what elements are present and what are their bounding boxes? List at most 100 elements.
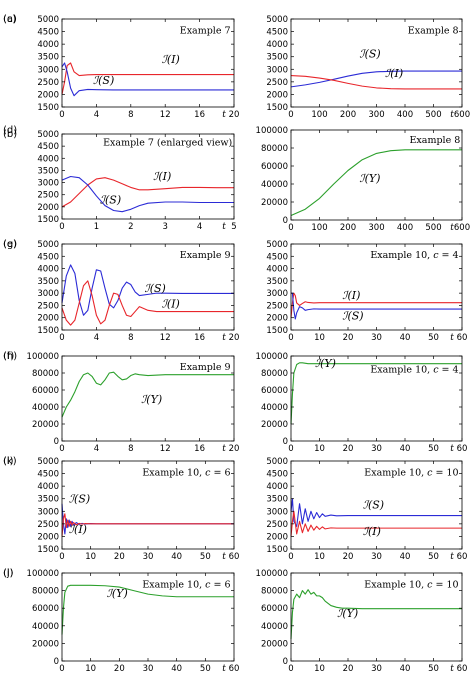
y-tick-label: 20000 — [32, 420, 59, 430]
y-tick-label: 1500 — [266, 326, 288, 336]
y-tick-label: 0 — [54, 437, 59, 447]
x-axis-label: t — [450, 664, 454, 674]
x-tick-label: 12 — [160, 444, 171, 454]
y-tick-label: 4500 — [266, 28, 288, 38]
x-tick-label: 400 — [397, 110, 413, 120]
x-tick-label: 10 — [85, 664, 96, 674]
panel-label: (d) — [3, 125, 17, 136]
series-annotation: ℐ(Y) — [359, 172, 380, 185]
x-tick-label: 30 — [143, 664, 154, 674]
y-tick-label: 4500 — [266, 470, 288, 480]
x-tick-label: 8 — [128, 333, 133, 343]
x-tick-label: 20 — [343, 444, 354, 454]
x-tick-label: 20 — [229, 333, 240, 343]
x-tick-label: 20 — [114, 664, 125, 674]
y-tick-label: 20000 — [32, 639, 59, 649]
y-tick-label: 100000 — [256, 569, 288, 579]
y-tick-label: 4000 — [37, 154, 59, 164]
y-tick-label: 20000 — [261, 420, 288, 430]
x-tick-label: 60 — [457, 664, 468, 674]
x-tick-label: 30 — [371, 333, 382, 343]
y-tick-label: 0 — [54, 657, 59, 667]
x-tick-label: 16 — [194, 333, 205, 343]
y-tick-label: 0 — [283, 437, 288, 447]
panel-k: (k) 1500 2000 2500 3000 3500 4000 4500 5000 0 10 20… — [3, 456, 467, 562]
x-tick-label: 1 — [94, 222, 99, 232]
series-line-ii — [290, 292, 462, 318]
y-tick-label: 1500 — [37, 215, 59, 225]
y-tick-label: 80000 — [32, 369, 59, 379]
x-axis-label: t — [222, 110, 226, 120]
y-tick-label: 80000 — [261, 587, 288, 597]
x-tick-label: 5 — [231, 222, 236, 232]
series-line-ii — [290, 510, 462, 537]
series-line-ii — [290, 75, 462, 90]
x-tick-label: 16 — [194, 110, 205, 120]
x-tick-label: 50 — [428, 333, 439, 343]
x-tick-label: 0 — [59, 552, 64, 562]
y-tick-label: 5000 — [37, 240, 59, 250]
y-tick-label: 2500 — [266, 520, 288, 530]
x-tick-label: 20 — [343, 552, 354, 562]
x-tick-label: 20 — [114, 552, 125, 562]
x-axis-label: t — [222, 664, 226, 674]
y-tick-label: 2500 — [37, 301, 59, 311]
y-tick-label: 2500 — [37, 520, 59, 530]
y-tick-label: 100000 — [27, 569, 59, 579]
panel-title: Example 9 — [180, 250, 231, 261]
y-tick-label: 3000 — [266, 289, 288, 299]
y-tick-label: 40000 — [261, 403, 288, 413]
panel-label: (c) — [3, 14, 16, 25]
y-tick-label: 3500 — [266, 495, 288, 505]
panel-j: (j) 0 20000 40000 60000 80000 100000 0 10 20 30 40 5… — [3, 568, 239, 674]
series-line-is — [290, 498, 462, 527]
panel-title: Example 10, c = 6 — [142, 579, 230, 590]
x-tick-label: 40 — [400, 333, 411, 343]
x-axis-label: t — [222, 333, 226, 343]
y-tick-label: 100000 — [27, 352, 59, 362]
y-tick-label: 3000 — [266, 507, 288, 517]
x-tick-label: 60 — [229, 552, 240, 562]
x-tick-label: 20 — [343, 664, 354, 674]
x-tick-label: 40 — [171, 552, 182, 562]
y-tick-label: 3000 — [37, 507, 59, 517]
panel-f: (f) 0 20000 40000 60000 80000 100000 0 4 8 12 16 20t… — [3, 351, 239, 454]
x-tick-label: 300 — [368, 223, 384, 233]
y-tick-label: 2000 — [37, 314, 59, 324]
y-tick-label: 2500 — [37, 191, 59, 201]
y-tick-label: 80000 — [261, 369, 288, 379]
panel-b: (b) 1500 2000 2500 3000 3500 4000 4500 5000 0 1 2 3 4… — [3, 129, 237, 232]
x-axis-label: t — [450, 552, 454, 562]
y-tick-label: 2000 — [266, 532, 288, 542]
y-tick-label: 2000 — [37, 532, 59, 542]
series-line-is — [61, 62, 234, 97]
series-annotation: ℐ(Y) — [337, 607, 358, 620]
x-tick-label: 20 — [343, 333, 354, 343]
x-tick-label: 12 — [160, 333, 171, 343]
x-tick-label: 500 — [425, 110, 441, 120]
y-tick-label: 1500 — [37, 545, 59, 555]
series-line-iy — [290, 149, 462, 217]
series-annotation: ℐ(I) — [162, 298, 180, 311]
y-tick-label: 60000 — [261, 604, 288, 614]
x-tick-label: 10 — [314, 444, 325, 454]
series-annotation: ℐ(S) — [145, 282, 166, 295]
panel-title: Example 7 — [180, 25, 231, 36]
x-tick-label: 10 — [85, 552, 96, 562]
x-tick-label: 0 — [59, 444, 64, 454]
x-axis-label: t — [450, 333, 454, 343]
panel-title: Example 10, c = 10 — [364, 467, 458, 478]
y-tick-label: 4500 — [37, 252, 59, 262]
y-tick-label: 2500 — [266, 78, 288, 88]
x-tick-label: 200 — [340, 223, 356, 233]
x-tick-label: 0 — [59, 664, 64, 674]
y-tick-label: 2000 — [37, 203, 59, 213]
y-tick-label: 60000 — [261, 386, 288, 396]
panel-title: Example 7 (enlarged view) — [103, 138, 232, 149]
series-annotation: ℐ(S) — [342, 310, 363, 323]
y-tick-label: 60000 — [32, 386, 59, 396]
x-tick-label: 40 — [400, 664, 411, 674]
